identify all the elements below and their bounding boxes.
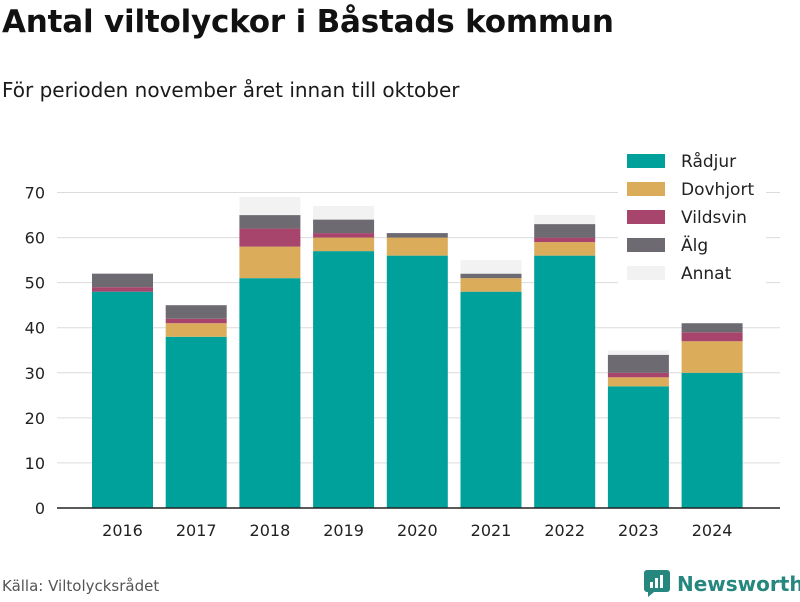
legend-swatch xyxy=(627,182,665,196)
bar-segment xyxy=(460,260,522,274)
legend-swatch xyxy=(627,238,665,252)
x-tick-label: 2024 xyxy=(692,521,733,540)
bar-segment xyxy=(239,246,301,279)
bar-segment xyxy=(386,237,448,256)
bar-segment xyxy=(92,291,153,508)
legend-label: Annat xyxy=(681,264,732,284)
bar-segment xyxy=(607,354,669,373)
y-tick-label: 70 xyxy=(25,184,45,203)
bar-segment xyxy=(92,287,153,292)
bar-segment xyxy=(313,251,375,508)
bar-segment xyxy=(239,228,301,247)
bar-chart-hand-icon xyxy=(644,570,670,598)
legend-label: Dovhjort xyxy=(681,180,754,200)
y-tick-label: 0 xyxy=(35,499,45,518)
legend-swatch xyxy=(627,154,665,168)
y-tick-label: 30 xyxy=(25,364,45,383)
bar-segment xyxy=(165,305,227,319)
bar-segment xyxy=(534,242,596,256)
bar-segment xyxy=(313,233,375,238)
bar-segment xyxy=(386,255,448,508)
bar-segment xyxy=(681,341,743,373)
bar-segment xyxy=(239,215,301,229)
legend-label: Älg xyxy=(681,235,708,256)
bar-segment xyxy=(313,237,375,252)
y-tick-label: 50 xyxy=(25,274,45,293)
brand-logo: Newsworthy xyxy=(644,567,800,601)
y-tick-label: 60 xyxy=(25,229,45,248)
x-tick-label: 2021 xyxy=(471,521,512,540)
x-tick-label: 2016 xyxy=(102,521,143,540)
legend-swatch xyxy=(627,210,665,224)
bar-segment xyxy=(165,323,227,337)
x-tick-label: 2017 xyxy=(176,521,217,540)
x-tick-label: 2018 xyxy=(250,521,291,540)
legend-swatch xyxy=(627,266,665,280)
bar-segment xyxy=(460,291,522,508)
bar-segment xyxy=(534,237,596,243)
x-tick-label: 2023 xyxy=(618,521,659,540)
bar-segment xyxy=(239,278,301,508)
chart-subtitle: För perioden november året innan till ok… xyxy=(2,78,460,102)
x-tick-label: 2020 xyxy=(397,521,438,540)
bar-segment xyxy=(607,350,669,355)
x-tick-label: 2019 xyxy=(323,521,364,540)
bar-segment xyxy=(460,273,522,279)
legend-label: Rådjur xyxy=(681,151,736,172)
bar-segment xyxy=(165,318,227,324)
y-tick-label: 20 xyxy=(25,409,45,428)
bar-segment xyxy=(607,386,669,508)
bar-segment xyxy=(681,323,743,333)
legend: Rådjur Dovhjort Vildsvin Älg Annat xyxy=(618,146,766,288)
legend-label: Vildsvin xyxy=(681,208,747,228)
bar-segment xyxy=(239,197,301,216)
bar-segment xyxy=(534,255,596,508)
axes: 0 10 20 30 40 50 60 70 2016 2017 2018 2019 2020 2021 2… xyxy=(25,184,780,540)
brand-name: Newsworthy xyxy=(677,572,800,596)
bar-segment xyxy=(681,332,743,342)
bar-segment xyxy=(386,233,448,238)
bar-segment xyxy=(460,278,522,292)
bar-segment xyxy=(607,377,669,387)
x-tick-label: 2022 xyxy=(544,521,585,540)
chart-title: Antal viltolyckor i Båstads kommun xyxy=(2,4,614,40)
y-tick-label: 10 xyxy=(25,454,45,473)
source-note: Källa: Viltolycksrådet xyxy=(2,577,160,595)
bar-segment xyxy=(165,336,227,508)
y-tick-label: 40 xyxy=(25,319,45,338)
bar-segment xyxy=(313,206,375,220)
bar-segment xyxy=(681,372,743,508)
bar-segment xyxy=(534,224,596,238)
bar-segment xyxy=(313,219,375,234)
bar-segment xyxy=(534,215,596,225)
bars xyxy=(92,197,743,508)
bar-segment xyxy=(92,273,153,288)
bar-segment xyxy=(607,372,669,378)
